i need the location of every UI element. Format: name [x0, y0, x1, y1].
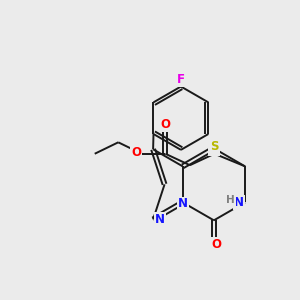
Text: N: N: [155, 213, 165, 226]
Text: F: F: [177, 73, 185, 86]
Text: S: S: [210, 140, 219, 153]
Text: O: O: [212, 238, 221, 251]
Text: N: N: [209, 142, 219, 155]
Text: O: O: [131, 146, 141, 159]
Text: N: N: [234, 196, 244, 209]
Text: O: O: [160, 118, 170, 131]
Text: H: H: [226, 195, 235, 205]
Text: N: N: [178, 197, 188, 211]
